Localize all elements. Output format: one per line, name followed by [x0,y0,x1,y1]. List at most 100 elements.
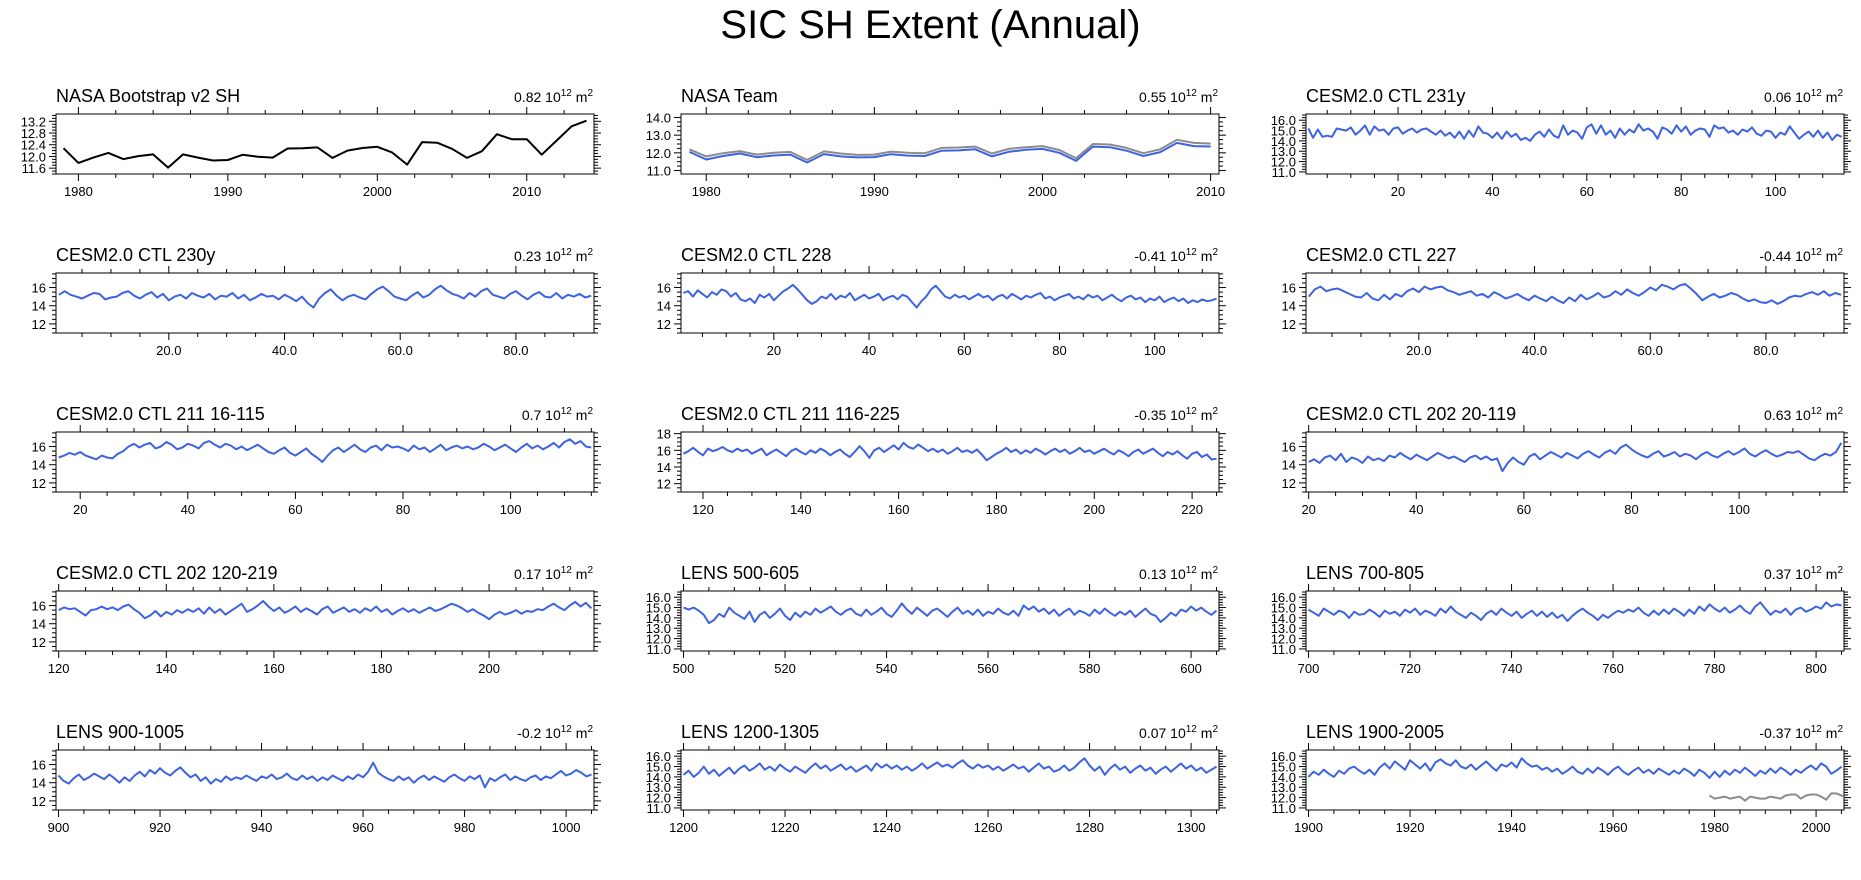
x-tick-label: 600 [1180,661,1202,676]
panel-lens-900: LENS 900-1005 -0.2 1012 m2 900 920 940 960 980… [32,722,601,835]
y-tick-label: 13.0 [646,128,671,143]
series-line-model [683,602,1218,625]
x-tick-label: 580 [1079,661,1101,676]
x-tick-label: 180 [371,661,393,676]
unit-label: m [1822,566,1838,582]
panel-frame [680,431,1220,493]
panel-sd-annotation: -0.2 1012 m2 [517,724,593,741]
x-tick-label: 200 [478,661,500,676]
panel-cesm2-231y: CESM2.0 CTL 231y 0.06 1012 m2 20 40 60 80 100 1… [1271,86,1851,199]
y-tick-label: 16 [32,599,46,614]
unit-exponent: 12 [561,88,573,99]
panel-title: CESM2.0 CTL 202 120-219 [56,563,277,583]
unit-exponent: 12 [561,406,573,417]
x-tick-label: 60 [1517,502,1531,517]
y-tick-label: 16 [32,758,46,773]
x-tick-label: 120 [692,502,714,517]
unit-label: m [1197,566,1213,582]
y-tick-label: 11.0 [647,163,671,178]
panel-frame [1305,113,1845,175]
y-tick-label: 12 [1282,476,1296,491]
y-tick-label: 12 [657,477,671,492]
x-tick-label: 40 [1409,502,1423,517]
sd-value: -0.37 10 [1759,725,1811,741]
y-tick-label: 12 [32,794,46,809]
x-tick-label: 40 [1485,184,1499,199]
panel-cesm2-202-a: CESM2.0 CTL 202 20-119 0.63 1012 m2 20 40 60… [1282,404,1851,517]
x-tick-label: 2000 [363,184,392,199]
panel-frame [680,590,1220,652]
x-tick-label: 200 [1083,502,1105,517]
y-tick-label: 16.0 [1271,113,1296,128]
y-tick-label: 11.0 [1272,642,1296,657]
y-tick-label: 16.0 [1271,590,1296,605]
x-tick-label: 1980 [64,184,93,199]
x-tick-label: 1920 [1396,820,1425,835]
y-tick-label: 15.0 [646,601,671,616]
x-tick-label: 40.0 [1522,343,1547,358]
x-tick-label: 2000 [1028,184,1057,199]
panel-title: CESM2.0 CTL 231y [1306,86,1465,106]
x-tick-label: 20.0 [156,343,181,358]
y-tick-label: 12.8 [21,126,46,141]
x-tick-label: 940 [251,820,273,835]
y-tick-label: 14 [32,617,46,632]
sd-value: 0.7 10 [522,407,561,423]
x-tick-label: 60 [957,343,971,358]
panel-sd-annotation: 0.13 1012 m2 [1139,565,1218,582]
x-tick-label: 20 [1391,184,1405,199]
y-tick-label: 18 [657,427,671,442]
panel-frame [55,113,595,175]
unit-label: m [572,89,588,105]
panel-frame [55,272,595,334]
y-tick-label: 16.0 [646,749,671,764]
panel-title: CESM2.0 CTL 202 20-119 [1306,404,1516,424]
unit-exponent: 12 [1186,565,1198,576]
unit-label: m [1197,89,1213,105]
x-tick-label: 60 [1580,184,1594,199]
unit-exponent: 12 [561,247,573,258]
x-tick-label: 2000 [1802,820,1831,835]
unit-exponent: 12 [1811,565,1823,576]
unit-label: m [1822,248,1838,264]
y-tick-label: 16 [32,281,46,296]
panel-sd-annotation: 0.23 1012 m2 [514,247,593,264]
y-tick-label: 16 [1282,440,1296,455]
y-tick-label: 13.0 [1271,621,1296,636]
x-tick-label: 900 [48,820,70,835]
x-tick-label: 1990 [860,184,889,199]
y-tick-label: 12.0 [21,149,46,164]
sd-value: 0.23 10 [514,248,561,264]
series-line-model [1308,282,1842,305]
panel-title: LENS 1200-1305 [681,722,819,742]
sd-value: 0.06 10 [1764,89,1811,105]
series-line-obs [62,119,587,169]
y-tick-label: 12 [32,476,46,491]
y-tick-label: 12.0 [646,146,671,161]
panel-frame [55,590,595,652]
x-tick-label: 80.0 [1753,343,1778,358]
panel-lens-500: LENS 500-605 0.13 1012 m2 500 520 540 560 580 6… [646,563,1226,676]
y-tick-label: 16 [1282,281,1296,296]
panel-nasa-bootstrap: NASA Bootstrap v2 SH 0.82 1012 m2 1980 1990… [21,86,601,199]
x-tick-label: 20.0 [1406,343,1431,358]
x-tick-label: 980 [454,820,476,835]
y-tick-label: 15.0 [1271,601,1296,616]
series-line-model [682,757,1218,778]
sd-value: 0.07 10 [1139,725,1186,741]
unit-label: m [1822,407,1838,423]
y-tick-label: 12 [32,635,46,650]
unit-exponent: 12 [1186,247,1198,258]
y-tick-label: 14.0 [1271,611,1296,626]
panel-sd-annotation: 0.07 1012 m2 [1139,724,1218,741]
y-tick-label: 12.0 [646,791,671,806]
panel-sd-annotation: 0.17 1012 m2 [514,565,593,582]
x-tick-label: 80 [396,502,410,517]
y-tick-label: 11.0 [1272,165,1296,180]
x-tick-label: 100 [1728,502,1750,517]
x-tick-label: 80 [1674,184,1688,199]
x-tick-label: 2010 [1196,184,1225,199]
series-line-model [58,600,593,621]
sd-value: 0.55 10 [1139,89,1186,105]
x-tick-label: 140 [790,502,812,517]
